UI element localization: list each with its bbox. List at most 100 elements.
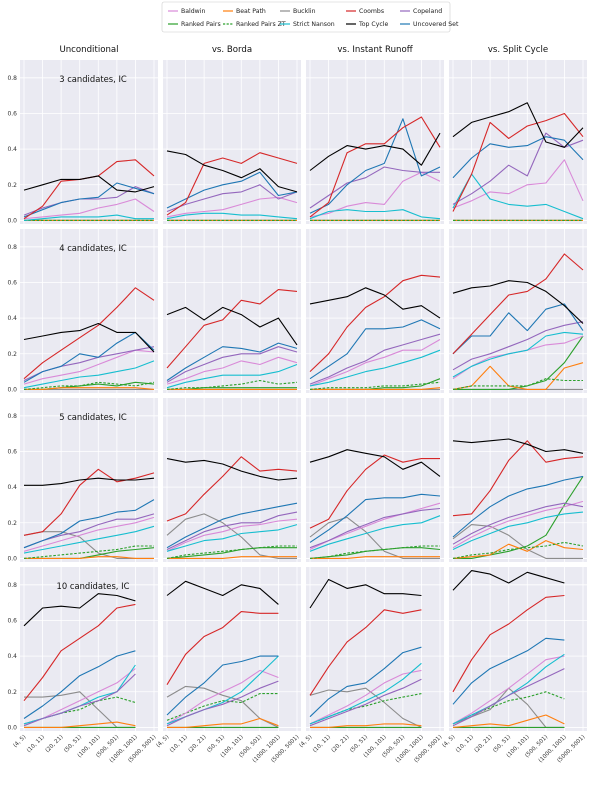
x-tick-label: (4, 5) bbox=[299, 734, 314, 749]
panel bbox=[306, 60, 444, 224]
series-line-copeland bbox=[23, 186, 155, 216]
series-line-beat-path bbox=[310, 387, 441, 390]
series-line-uncovered-set bbox=[309, 319, 441, 380]
y-tick-label: 0.2 bbox=[7, 689, 17, 696]
x-tick-label: (20, 21) bbox=[474, 734, 494, 754]
series-line-strict-nanson bbox=[452, 331, 584, 378]
series-line-coombs bbox=[309, 609, 422, 696]
series-line-copeland bbox=[309, 507, 441, 549]
series-line-copeland bbox=[23, 673, 136, 727]
panel-background bbox=[449, 229, 587, 393]
legend-label: Ranked Pairs ZT bbox=[236, 21, 286, 28]
series-line-uncovered-set bbox=[452, 475, 584, 538]
series-line-coombs bbox=[166, 456, 298, 522]
series-line-top-cycle bbox=[452, 102, 584, 148]
series-line-strict-nanson bbox=[309, 515, 441, 552]
series-line-copeland bbox=[166, 680, 279, 727]
y-tick-label: 0.4 bbox=[7, 484, 17, 491]
legend-label: Baldwin bbox=[181, 8, 205, 15]
series-line-top-cycle bbox=[309, 287, 441, 319]
panel-background bbox=[449, 567, 587, 731]
series-line-beat-path bbox=[452, 362, 584, 390]
x-tick-label: (4, 5) bbox=[156, 734, 171, 749]
panel bbox=[449, 60, 587, 224]
legend: Baldwin Ranked Pairs Beat Path Ranked Pairs… bbox=[161, 1, 459, 33]
column-title: Unconditional bbox=[59, 45, 118, 55]
series-line-copeland bbox=[166, 184, 298, 213]
y-tick-label: 0.8 bbox=[7, 582, 17, 589]
y-tick-label: 0.0 bbox=[7, 724, 17, 731]
series-line-uncovered-set bbox=[23, 182, 155, 218]
series-line-coombs bbox=[309, 274, 441, 372]
series-line-ranked-pairs-zt bbox=[166, 379, 298, 390]
series-line-top-cycle bbox=[452, 438, 584, 454]
legend-label: Beat Path bbox=[236, 8, 266, 15]
series-line-beat-path bbox=[452, 540, 584, 559]
series-line-copeland bbox=[166, 346, 298, 383]
series-line-ranked-pairs-zt bbox=[166, 693, 279, 721]
series-line-top-cycle bbox=[23, 322, 155, 353]
y-tick-label: 0.8 bbox=[7, 75, 17, 82]
x-tick-label: (10, 11) bbox=[26, 734, 46, 754]
y-tick-label: 0.0 bbox=[7, 217, 17, 224]
series-line-baldwin bbox=[309, 669, 422, 725]
legend-label: Copeland bbox=[413, 8, 442, 15]
x-tick-label: (10, 11) bbox=[455, 734, 475, 754]
series-line-ranked-pairs-zt bbox=[309, 693, 422, 725]
panel-background bbox=[163, 60, 301, 224]
x-tick-label: (10, 11) bbox=[312, 734, 332, 754]
series-line-ranked-pairs-zt bbox=[309, 545, 440, 559]
series-line-top-cycle bbox=[24, 477, 155, 486]
series-line-baldwin bbox=[309, 339, 441, 387]
series-line-coombs bbox=[23, 468, 155, 536]
series-line-strict-nanson bbox=[309, 349, 441, 387]
series-line-top-cycle bbox=[452, 570, 565, 591]
series-line-uncovered-set bbox=[23, 650, 136, 719]
panel bbox=[306, 398, 444, 562]
legend-label: Top Cycle bbox=[358, 21, 389, 28]
panel-background bbox=[306, 567, 444, 731]
series-line-baldwin bbox=[452, 655, 565, 725]
panel-label: 4 candidates, IC bbox=[59, 243, 127, 253]
series-line-uncovered-set bbox=[23, 331, 155, 383]
series-line-strict-nanson bbox=[166, 524, 298, 552]
series-line-ranked-pairs-zt bbox=[309, 381, 441, 390]
panel: 0.0 0.2 0.4 0.6 0.8 10 candidates, IC (4, 5)(1… bbox=[7, 567, 158, 764]
series-line-strict-nanson bbox=[23, 214, 154, 221]
series-line-baldwin bbox=[166, 669, 279, 725]
panel-label: 5 candidates, IC bbox=[59, 412, 127, 422]
panel bbox=[449, 229, 587, 393]
panel-label: 3 candidates, IC bbox=[59, 74, 127, 84]
panel-label: 10 candidates, IC bbox=[57, 581, 130, 591]
y-tick-label: 0.4 bbox=[7, 146, 17, 153]
series-line-strict-nanson bbox=[23, 360, 155, 389]
panel: 0.0 0.2 0.4 0.6 0.8 5 candidates, IC bbox=[7, 398, 158, 562]
series-line-ranked-pairs bbox=[166, 547, 297, 559]
panel: 0.0 0.2 0.4 0.6 0.8 3 candidates, IC bbox=[7, 60, 158, 224]
y-tick-label: 0.6 bbox=[7, 279, 17, 286]
panel-background bbox=[306, 229, 444, 393]
panel: (4, 5)(10, 11)(20, 21)(50, 51)(100, 101)… bbox=[156, 567, 301, 764]
series-line-copeland bbox=[452, 321, 584, 371]
series-line-beat-path bbox=[310, 556, 440, 559]
panel: (4, 5)(10, 11)(20, 21)(50, 51)(100, 101)… bbox=[442, 567, 587, 764]
series-line-top-cycle bbox=[309, 578, 422, 609]
series-line-beat-path bbox=[24, 721, 136, 728]
panel-background bbox=[20, 60, 158, 224]
panel-background bbox=[20, 229, 158, 393]
series-line-ranked-pairs-zt bbox=[23, 545, 154, 559]
series-line-coombs bbox=[452, 440, 584, 517]
series-line-uncovered-set bbox=[452, 303, 584, 355]
series-line-coombs bbox=[452, 112, 584, 212]
y-tick-label: 0.4 bbox=[7, 315, 17, 322]
series-line-uncovered-set bbox=[166, 171, 298, 209]
y-tick-label: 0.6 bbox=[7, 110, 17, 117]
panel bbox=[163, 398, 301, 562]
panel-background bbox=[449, 60, 587, 224]
series-line-top-cycle bbox=[23, 175, 155, 193]
series-line-beat-path bbox=[310, 723, 422, 728]
x-tick-label: (4, 5) bbox=[442, 734, 457, 749]
x-tick-label: (10, 11) bbox=[169, 734, 189, 754]
y-tick-label: 0.6 bbox=[7, 448, 17, 455]
